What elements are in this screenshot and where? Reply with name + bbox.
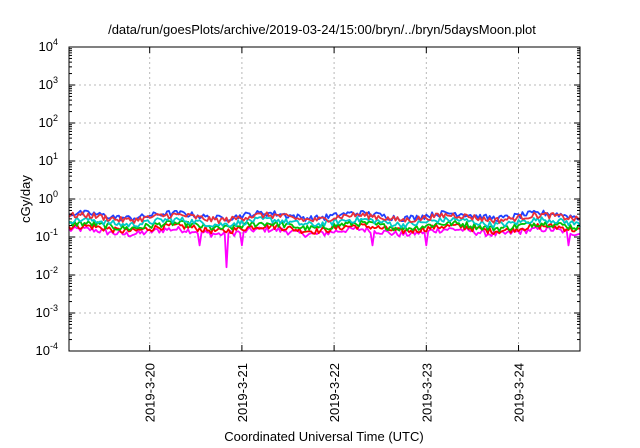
x-tick-label: 2019-3-21 <box>235 363 250 422</box>
y-axis-label: cGy/day <box>18 175 33 223</box>
x-tick-label: 2019-3-22 <box>327 363 342 422</box>
y-tick-label: 10-3 <box>36 303 58 320</box>
x-tick-label: 2019-3-23 <box>419 363 434 422</box>
y-tick-label: 102 <box>39 113 58 130</box>
y-tick-label: 10-4 <box>36 341 58 358</box>
x-tick-label: 2019-3-24 <box>512 363 527 422</box>
series-line <box>68 211 581 225</box>
y-axis: 10-4 10-3 10-2 10-1 100 101 102 103 104 <box>36 37 580 358</box>
series-line <box>68 209 581 223</box>
series-group <box>68 209 581 269</box>
chart-title: /data/run/goesPlots/archive/2019-03-24/1… <box>108 22 536 37</box>
grid-lines <box>69 47 580 351</box>
y-tick-label: 104 <box>39 37 58 54</box>
x-axis-label: Coordinated Universal Time (UTC) <box>224 429 423 444</box>
x-axis: 2019-3-20 2019-3-21 2019-3-22 2019-3-23 2019… <box>143 47 527 422</box>
y-tick-label: 100 <box>39 189 58 206</box>
y-tick-label: 10-2 <box>36 265 58 282</box>
y-tick-label: 10-1 <box>36 227 58 244</box>
y-tick-label: 103 <box>39 75 58 92</box>
x-tick-label: 2019-3-20 <box>143 363 158 422</box>
series-line <box>68 216 581 229</box>
y-tick-label: 101 <box>39 151 58 168</box>
series-line <box>68 225 581 269</box>
